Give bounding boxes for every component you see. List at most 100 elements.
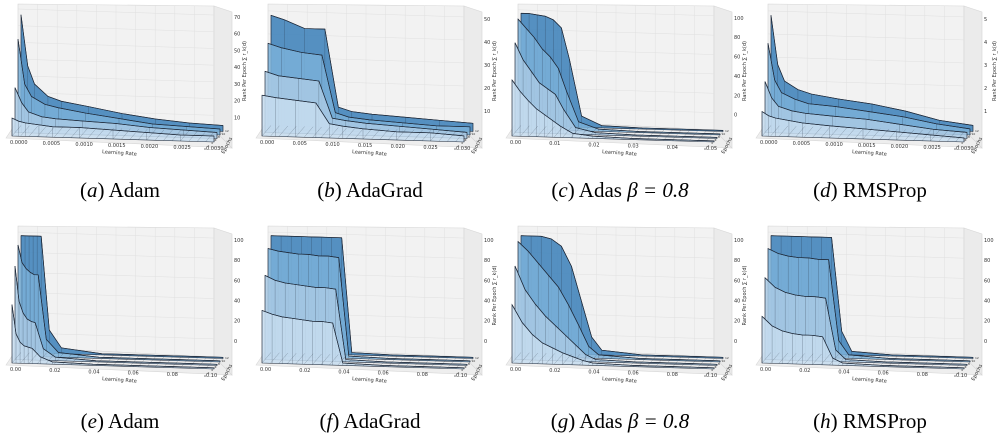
- floor-mesh: [646, 356, 656, 368]
- floor-mesh: [430, 357, 440, 369]
- x-tick-label: 0.04: [667, 145, 678, 151]
- z-tick-label: 0: [734, 339, 737, 345]
- surface-profile: [267, 42, 471, 128]
- x-tick-label: 0.08: [417, 372, 428, 378]
- x-tick-label: 0.04: [838, 369, 849, 375]
- y-tick-label: 2: [208, 144, 210, 148]
- axes-group: 0.000 0.005 0.010 0.015 0.020 0.025 0.030 Learn…: [255, 3, 498, 158]
- floor-mesh: [713, 131, 724, 143]
- y-tick-label: 12: [975, 356, 979, 360]
- z-tick-label: 100: [484, 238, 494, 244]
- y-tick-label: 4: [461, 141, 463, 145]
- y-tick-label: 0: [454, 147, 456, 151]
- y-tick-label: 4: [961, 141, 963, 145]
- surface-profile: [514, 265, 718, 365]
- floor-mesh: [520, 125, 530, 137]
- floor-mesh: [138, 129, 148, 140]
- floor-mesh: [963, 358, 974, 370]
- floor-mesh: [553, 126, 564, 138]
- x-tick-label: 0.0000: [760, 140, 778, 146]
- grid-line: [17, 58, 215, 66]
- grid-line: [767, 10, 965, 18]
- caption-title: RMSProp: [842, 409, 927, 433]
- y-tick-label: 10: [222, 359, 226, 363]
- floor-mesh: [180, 130, 190, 142]
- surface-profile: [517, 18, 721, 135]
- floor-mesh: [904, 356, 915, 368]
- floor-mesh: [579, 127, 589, 139]
- z-tick-label: 20: [734, 319, 740, 325]
- x-tick-label: 0.0025: [173, 145, 191, 151]
- x-axis-label: Learning Rate: [352, 149, 387, 157]
- caption-letter: a: [87, 178, 98, 202]
- floor-mesh: [787, 126, 797, 137]
- z-tick-label: 60: [734, 55, 740, 61]
- x-tick-label: 0.025: [423, 145, 437, 151]
- grid-line: [17, 312, 215, 319]
- x-tick-label: 0.0015: [108, 143, 126, 149]
- x-tick-label: 0.00: [10, 367, 21, 373]
- floor-mesh: [154, 129, 165, 141]
- x-tick-label: 0.10: [206, 373, 217, 379]
- x-tick-label: 0.06: [628, 371, 639, 377]
- floor-mesh: [388, 356, 398, 367]
- floor-mesh: [638, 356, 648, 367]
- surface-profile: [520, 12, 724, 131]
- z-tick-label: 10: [484, 109, 490, 115]
- surface-profile: [770, 15, 974, 126]
- floor-mesh: [45, 126, 55, 138]
- floor-mesh: [913, 129, 923, 141]
- floor-mesh: [579, 354, 589, 366]
- grid-line: [17, 231, 215, 239]
- grid-line: [17, 75, 215, 83]
- y-tick-label: 6: [465, 365, 467, 369]
- floor-mesh: [53, 126, 64, 138]
- y-tick-label: 10: [472, 132, 476, 136]
- x-tick-label: 0.015: [358, 143, 372, 149]
- caption-title: AdaGrad: [343, 409, 421, 433]
- z-tick-label: 80: [734, 35, 740, 41]
- x-tick-label: 0.03: [628, 144, 639, 150]
- surface-plot-b: 0.000 0.005 0.010 0.015 0.020 0.025 0.030 Learn…: [255, 3, 498, 158]
- caption-math: β = 0.8: [627, 409, 690, 433]
- floor-mesh: [171, 357, 182, 368]
- y-tick-label: 4: [211, 141, 213, 145]
- panel-d: 0.0000 0.0005 0.0010 0.0015 0.0020 0.0025 0.00…: [750, 0, 1000, 202]
- y-tick-label: 8: [218, 135, 220, 139]
- z-tick-label: 0: [484, 339, 487, 345]
- floor-mesh: [761, 125, 772, 137]
- floor-mesh: [129, 128, 139, 140]
- floor-mesh: [270, 352, 280, 364]
- surface-profile: [20, 14, 224, 126]
- y-tick-label: 8: [218, 362, 220, 366]
- grid-line: [17, 251, 215, 259]
- caption-letter: g: [557, 409, 569, 433]
- grid-line: [267, 10, 465, 18]
- y-tick-label: 12: [725, 356, 729, 360]
- floor-mesh: [888, 129, 898, 140]
- floor-mesh: [329, 127, 339, 139]
- floor-mesh: [45, 353, 55, 365]
- x-tick-label: 0.04: [88, 369, 99, 375]
- floor-mesh: [955, 131, 965, 142]
- z-axis-label: Rank Per Epoch ∑ r_k(d): [492, 265, 498, 325]
- surface-profile: [761, 316, 965, 369]
- floor-mesh: [947, 130, 957, 142]
- x-tick-label: 0.005: [293, 141, 307, 147]
- floor-mesh: [463, 358, 474, 370]
- grid-line: [517, 9, 715, 17]
- x-tick-label: 0.02: [799, 368, 810, 374]
- y-tick-label: 12: [225, 356, 229, 360]
- grid-line: [767, 56, 965, 64]
- floor-mesh: [761, 352, 772, 364]
- floor-mesh: [79, 127, 89, 139]
- floor-mesh: [795, 126, 805, 138]
- z-tick-label: 5: [984, 17, 987, 23]
- floor-mesh: [371, 128, 381, 140]
- floor-mesh: [680, 130, 690, 142]
- caption-title: Adam: [108, 409, 160, 433]
- panel-g: 0.00 0.02 0.04 0.06 0.08 0.10 Learning Rate Epo…: [500, 222, 750, 433]
- floor-mesh: [362, 355, 373, 367]
- floor-mesh: [112, 355, 123, 367]
